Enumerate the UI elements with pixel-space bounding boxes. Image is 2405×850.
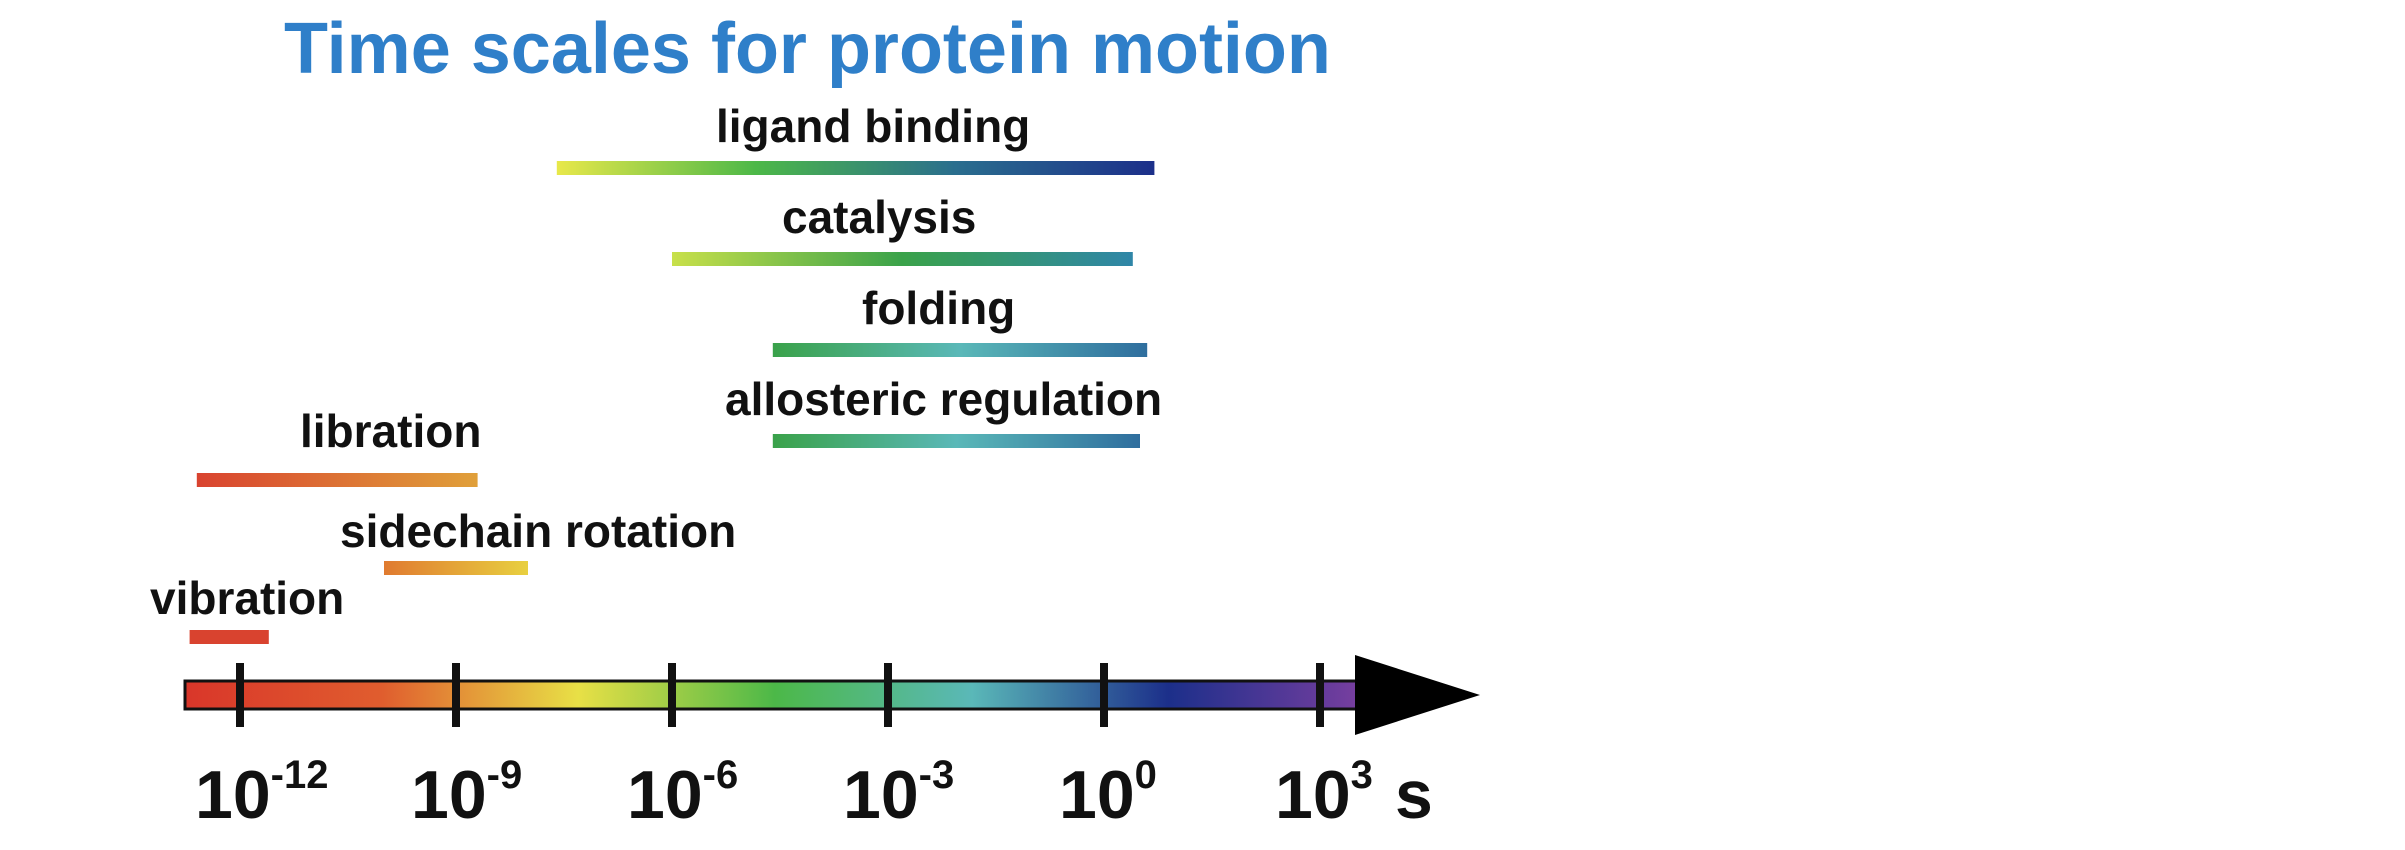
range-bar-folding [772,343,1148,357]
chart-title: Time scales for protein motion [284,9,1331,89]
range-label-allosteric-regulation: allosteric regulation [725,373,1162,425]
range-bar-ligand-binding [556,161,1155,175]
range-bar-catalysis [672,252,1133,266]
axis-tick-3 [884,663,892,727]
axis-unit-label: s [1395,757,1433,833]
range-bar-libration [196,473,478,487]
range-label-sidechain-rotation: sidechain rotation [340,505,736,557]
axis-tick-label-1: 10-9 [411,753,522,833]
axis-tick-label-2: 10-6 [627,753,738,833]
axis-tick-0 [236,663,244,727]
range-bar-allosteric-regulation [772,434,1140,448]
time-axis-arrowhead [1355,655,1480,735]
axis-ticks-group: 10-12 10-9 10-6 10-3 100 103 [195,663,1373,833]
range-bar-vibration [189,630,269,644]
time-axis-gradient-bar [183,679,1367,711]
range-label-vibration: vibration [150,572,344,624]
range-bars-group: ligand binding catalysis folding allosteric… [150,100,1162,644]
range-label-ligand-binding: ligand binding [716,100,1030,152]
axis-tick-5 [1316,663,1324,727]
time-axis [183,655,1480,735]
axis-tick-label-4: 100 [1059,753,1157,833]
range-bar-sidechain-rotation [384,561,528,575]
axis-tick-2 [668,663,676,727]
range-label-folding: folding [862,282,1015,334]
axis-tick-label-3: 10-3 [843,753,954,833]
axis-tick-label-0: 10-12 [195,753,328,833]
range-label-catalysis: catalysis [782,191,976,243]
axis-tick-label-5: 103 [1275,753,1373,833]
axis-tick-1 [452,663,460,727]
range-label-libration: libration [300,405,481,457]
axis-tick-4 [1100,663,1108,727]
